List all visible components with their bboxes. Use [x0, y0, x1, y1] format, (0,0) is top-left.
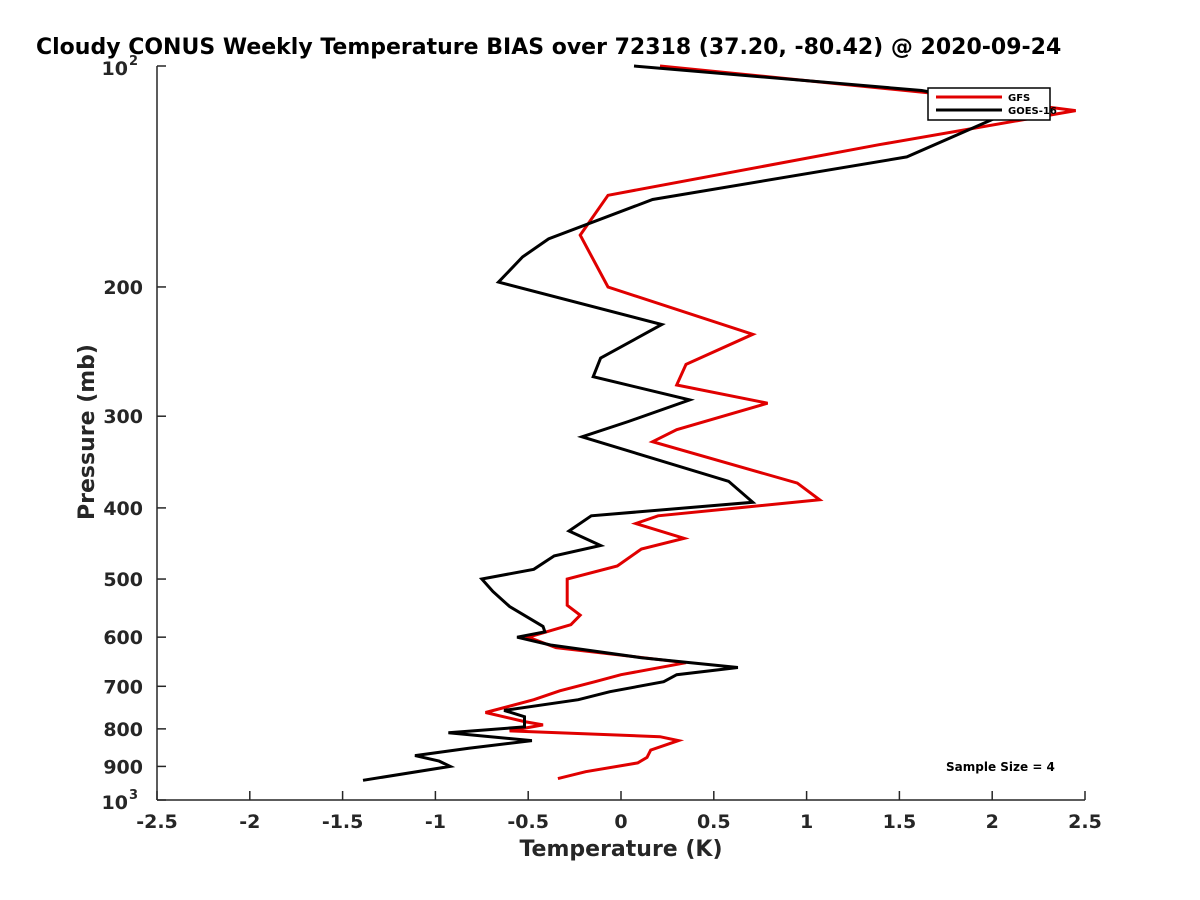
series-line-gfs	[485, 64, 1076, 781]
x-tick-label: 1.5	[883, 811, 917, 833]
x-tick-label: 0	[614, 811, 627, 833]
x-tick-label: 2.5	[1068, 811, 1102, 833]
y-tick-label: 300	[103, 406, 143, 428]
legend-label-gfs: GFS	[1008, 93, 1030, 104]
x-tick-label: -1	[425, 811, 446, 833]
y-tick-label-top-exponent: 2	[129, 54, 138, 69]
sample-size-annotation: Sample Size = 4	[946, 760, 1055, 774]
chart-title: Cloudy CONUS Weekly Temperature BIAS ove…	[36, 35, 1061, 60]
y-tick-label: 900	[103, 756, 143, 778]
series-layer	[362, 64, 1076, 782]
x-axis-label: Temperature (K)	[519, 837, 722, 862]
y-tick-label: 200	[103, 277, 143, 299]
axes: -2.5 -2 -1.5 -1 -0.5 0 0.5 1 1.5 2 2.5 200 300 400 500…	[102, 54, 1102, 833]
legend: GFS GOES-16	[927, 87, 1057, 121]
x-tick-label: 0.5	[697, 811, 731, 833]
y-tick-label: 500	[103, 569, 143, 591]
y-tick-label: 600	[103, 627, 143, 649]
x-tick-label: -2	[239, 811, 260, 833]
y-axis-label: Pressure (mb)	[75, 344, 100, 520]
legend-label-goes16: GOES-16	[1008, 106, 1057, 117]
series-line-goes16	[362, 64, 1017, 782]
x-tick-label: -0.5	[507, 811, 549, 833]
y-tick-label: 800	[103, 719, 143, 741]
y-tick-label: 400	[103, 498, 143, 520]
x-tick-label: 1	[800, 811, 813, 833]
x-tick-label: -2.5	[136, 811, 178, 833]
y-tick-label-top-base: 10	[102, 58, 128, 80]
y-tick-label: 700	[103, 676, 143, 698]
legend-box	[927, 87, 1051, 121]
x-tick-label: -1.5	[322, 811, 364, 833]
x-tick-label: 2	[986, 811, 999, 833]
y-tick-label-bottom-exponent: 3	[129, 788, 138, 803]
y-tick-label-bottom-base: 10	[102, 792, 128, 814]
